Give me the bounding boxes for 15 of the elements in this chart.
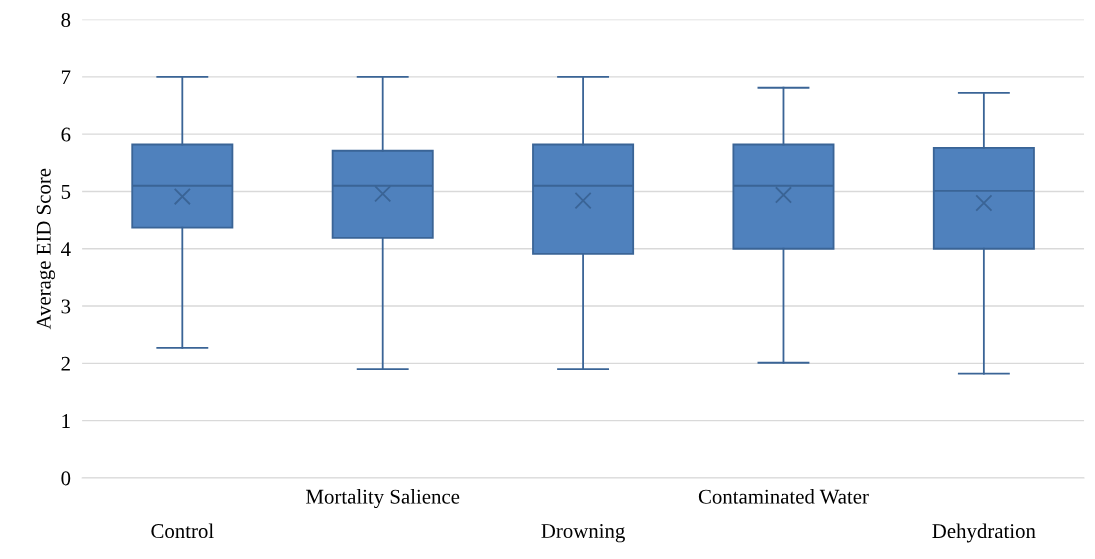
x-tick-label: Drowning (541, 524, 625, 543)
y-tick-label: 0 (61, 471, 71, 486)
y-tick-label: 5 (61, 185, 71, 199)
x-tick-label: Control (151, 523, 214, 539)
y-tick-label: 6 (61, 127, 71, 142)
x-tick-label: Contaminated Water (698, 489, 869, 504)
y-tick-label: 1 (62, 414, 70, 428)
y-tick-label: 8 (61, 12, 71, 27)
y-tick-label: 2 (61, 356, 70, 371)
x-tick-label: Dehydration (932, 523, 1036, 543)
y-tick-label: 7 (61, 70, 71, 85)
y-tick-label: 3 (61, 299, 71, 314)
x-tick-label: Mortality Salience (306, 489, 460, 509)
y-tick-label: 4 (61, 242, 71, 256)
y-axis-title: Average EID Score (36, 168, 56, 330)
